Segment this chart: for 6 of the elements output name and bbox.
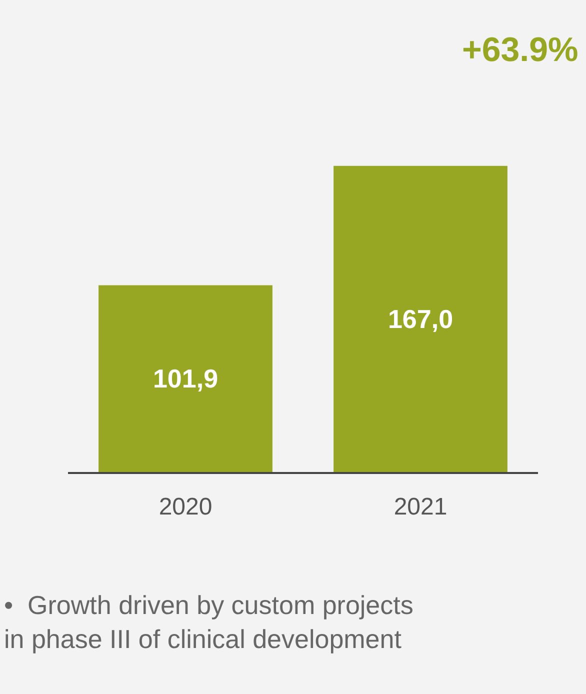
data-label: 167,0 (388, 304, 454, 334)
x-tick-label: 2020 (158, 494, 212, 521)
text: • Growth driven by custom projects in phase III of clinical development (4, 590, 414, 654)
data-label: 101,9 (152, 364, 218, 394)
x-tick-label: 2021 (394, 494, 448, 521)
text: +63.9% (462, 31, 578, 69)
